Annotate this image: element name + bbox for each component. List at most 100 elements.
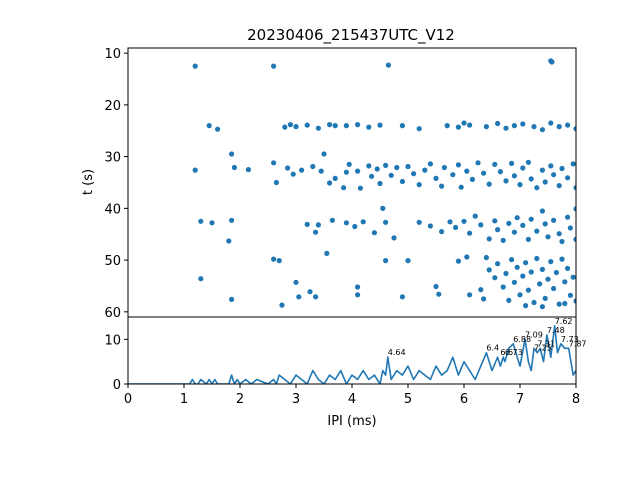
scatter-point xyxy=(310,163,316,170)
peak-annotation: 7.73 xyxy=(561,335,579,344)
scatter-point xyxy=(290,171,296,177)
scatter-point xyxy=(229,151,235,157)
scatter-point xyxy=(433,175,439,181)
scatter-point xyxy=(296,294,302,300)
scatter-point xyxy=(481,170,487,176)
scatter-point xyxy=(321,151,327,157)
scatter-point xyxy=(455,162,461,168)
scatter-point xyxy=(573,298,576,304)
scatter-point xyxy=(192,63,198,69)
y-tick-label: 30 xyxy=(104,151,121,166)
scatter-point xyxy=(332,175,338,181)
scatter-point xyxy=(528,176,534,182)
scatter-point xyxy=(231,164,237,171)
y-tick-label: 20 xyxy=(104,99,121,114)
scatter-point xyxy=(481,296,487,302)
scatter-point xyxy=(500,237,506,243)
scatter-point xyxy=(559,256,565,262)
histogram-line xyxy=(128,325,576,384)
scatter-point xyxy=(523,260,529,266)
scatter-point xyxy=(346,161,352,167)
scatter-point xyxy=(520,273,526,279)
scatter-point xyxy=(503,125,509,131)
scatter-point xyxy=(483,124,489,130)
scatter-point xyxy=(315,125,321,131)
scatter-point xyxy=(525,287,532,293)
peak-annotation: 6.6 xyxy=(500,348,513,357)
scatter-point xyxy=(327,122,333,128)
scatter-point xyxy=(509,160,515,166)
scatter-point xyxy=(511,173,517,179)
x-tick-label: 7 xyxy=(516,392,524,407)
scatter-point xyxy=(279,302,285,308)
scatter-point xyxy=(525,159,532,165)
scatter-point xyxy=(514,215,520,221)
scatter-point xyxy=(313,229,319,235)
scatter-point xyxy=(383,219,389,225)
scatter-point xyxy=(573,185,576,191)
scatter-point xyxy=(229,217,235,223)
scatter-point xyxy=(464,254,470,260)
x-tick-label: 8 xyxy=(572,392,580,407)
scatter-point xyxy=(324,250,330,256)
scatter-point xyxy=(357,185,363,191)
peak-annotation: 7.09 xyxy=(525,330,543,339)
scatter-point xyxy=(539,304,546,310)
scatter-point xyxy=(215,126,221,132)
scatter-point xyxy=(539,266,546,272)
scatter-point xyxy=(455,258,461,264)
scatter-point xyxy=(495,120,501,127)
scatter-point xyxy=(467,122,473,128)
chart-title: 20230406_215437UTC_V12 xyxy=(247,26,455,45)
hist-y-tick-label: 0 xyxy=(113,378,121,393)
scatter-point xyxy=(565,265,571,271)
scatter-point xyxy=(273,179,279,186)
scatter-point xyxy=(478,222,484,228)
scatter-point xyxy=(343,169,349,175)
y-tick-label: 40 xyxy=(104,202,121,217)
scatter-point xyxy=(548,163,554,169)
scatter-point xyxy=(567,225,574,231)
x-tick-label: 2 xyxy=(236,392,244,407)
scatter-point xyxy=(528,269,534,275)
scatter-point xyxy=(565,175,571,181)
scatter-point xyxy=(304,122,310,128)
scatter-point xyxy=(548,120,554,126)
scatter-point xyxy=(209,220,215,226)
scatter-point xyxy=(276,258,282,264)
scatter-point xyxy=(332,123,338,129)
scatter-point xyxy=(520,121,526,127)
y-tick-label: 60 xyxy=(104,306,121,321)
scatter-point xyxy=(385,62,391,68)
scatter-point xyxy=(427,161,433,167)
scatter-point xyxy=(192,167,198,173)
scatter-point xyxy=(343,220,349,226)
scatter-point xyxy=(539,127,546,133)
scatter-point xyxy=(545,276,551,282)
scatter-point xyxy=(399,123,405,129)
scatter-point xyxy=(439,183,445,189)
scatter-point xyxy=(534,255,540,262)
scatter-point xyxy=(562,279,568,285)
scatter-point xyxy=(271,160,277,166)
scatter-point xyxy=(551,285,557,292)
hist-y-tick-label: 10 xyxy=(104,333,121,348)
scatter-point xyxy=(534,228,540,234)
scatter-point xyxy=(542,221,548,227)
scatter-point xyxy=(573,206,576,212)
scatter-point xyxy=(399,294,405,300)
peak-annotation: 7.48 xyxy=(547,326,565,335)
scatter-point xyxy=(377,180,383,187)
scatter-point xyxy=(511,279,517,285)
scatter-point xyxy=(444,123,450,129)
scatter-point xyxy=(439,229,445,235)
scatter-point xyxy=(556,301,562,307)
scatter-point xyxy=(455,124,461,130)
scatter-point xyxy=(315,222,321,228)
scatter-point xyxy=(416,126,422,132)
scatter-point xyxy=(383,258,389,264)
scatter-point xyxy=(486,181,492,187)
